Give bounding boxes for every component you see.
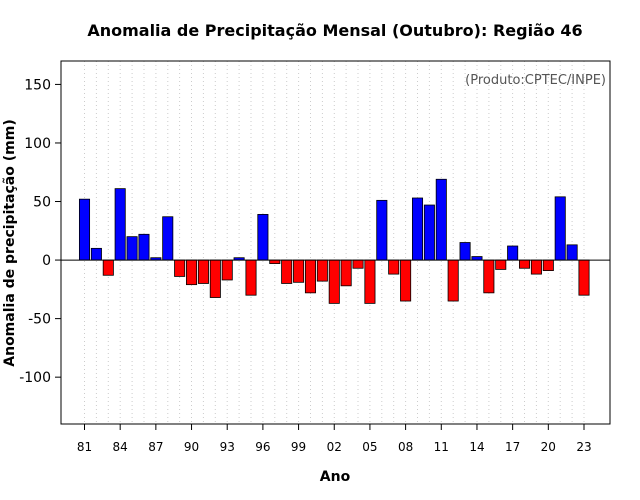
bar-2000 [304, 259, 316, 294]
bar-2002 [328, 259, 340, 304]
bar-2015 [483, 259, 495, 294]
x-tick-label: 14 [469, 440, 484, 454]
bar-2011 [435, 178, 447, 261]
x-tick-label: 17 [505, 440, 520, 454]
bar-2023 [578, 259, 590, 296]
x-tick-label: 81 [77, 440, 92, 454]
bar-1995 [245, 259, 257, 296]
bar-1983 [102, 259, 114, 276]
bar-1989 [174, 259, 186, 277]
grid-layer [84, 61, 585, 424]
bar-2010 [423, 204, 435, 261]
bar-2016 [495, 259, 507, 270]
bar-2018 [519, 259, 531, 269]
bar-2003 [340, 259, 352, 287]
y-tick-label: 0 [42, 253, 51, 269]
bar-1990 [186, 259, 198, 286]
x-tick-label: 99 [291, 440, 306, 454]
x-tick-label: 84 [113, 440, 128, 454]
bar-2021 [554, 196, 566, 261]
x-tick-label: 96 [255, 440, 270, 454]
x-tick-label: 23 [576, 440, 591, 454]
bar-2020 [542, 259, 554, 271]
x-tick-label: 08 [398, 440, 413, 454]
bar-2022 [566, 244, 578, 261]
bar-2008 [400, 259, 412, 302]
bar-1993 [221, 259, 233, 281]
x-tick-label: 11 [434, 440, 449, 454]
source-note: (Produto:CPTEC/INPE) [465, 73, 606, 88]
x-axis-title: Ano [320, 469, 351, 485]
bar-2004 [352, 259, 364, 269]
bar-2017 [507, 245, 519, 261]
bar-1996 [257, 213, 269, 261]
y-tick-label: -100 [19, 370, 51, 386]
y-axis: -100 -50 0 50 100 150 [19, 77, 61, 386]
bar-2001 [316, 259, 328, 282]
chart-title: Anomalia de Precipitação Mensal (Outubro… [87, 21, 582, 40]
bar-1988 [162, 216, 174, 261]
bar-2007 [388, 259, 400, 275]
x-tick-label: 05 [362, 440, 377, 454]
bar-1998 [281, 259, 293, 284]
bars-layer [78, 178, 590, 304]
bar-1999 [293, 259, 305, 283]
bar-1997 [269, 259, 281, 264]
bar-1986 [138, 233, 150, 261]
x-axis: 81 84 87 90 93 96 99 02 05 08 11 14 17 20 23 [77, 424, 592, 454]
bar-2019 [530, 259, 542, 275]
y-axis-title: Anomalia de precipitação (mm) [2, 119, 18, 366]
bar-2005 [364, 259, 376, 304]
bar-2014 [471, 256, 483, 261]
y-tick-label: 150 [24, 77, 51, 93]
x-tick-label: 90 [184, 440, 199, 454]
bar-1991 [197, 259, 209, 284]
y-tick-label: -50 [28, 312, 51, 328]
bar-1984 [114, 188, 126, 261]
x-tick-label: 02 [327, 440, 342, 454]
plot-frame [60, 60, 611, 425]
y-tick-label: 100 [24, 136, 51, 152]
y-tick-label: 50 [33, 195, 51, 211]
x-tick-label: 93 [220, 440, 235, 454]
x-tick-label: 87 [148, 440, 163, 454]
bar-1982 [90, 247, 102, 261]
bar-1981 [78, 198, 91, 261]
bar-2009 [411, 197, 424, 261]
bar-1985 [126, 236, 138, 261]
bar-2013 [459, 242, 471, 261]
bar-2012 [447, 259, 459, 302]
x-tick-label: 20 [541, 440, 556, 454]
bar-2006 [376, 199, 388, 261]
bar-1992 [209, 259, 221, 298]
